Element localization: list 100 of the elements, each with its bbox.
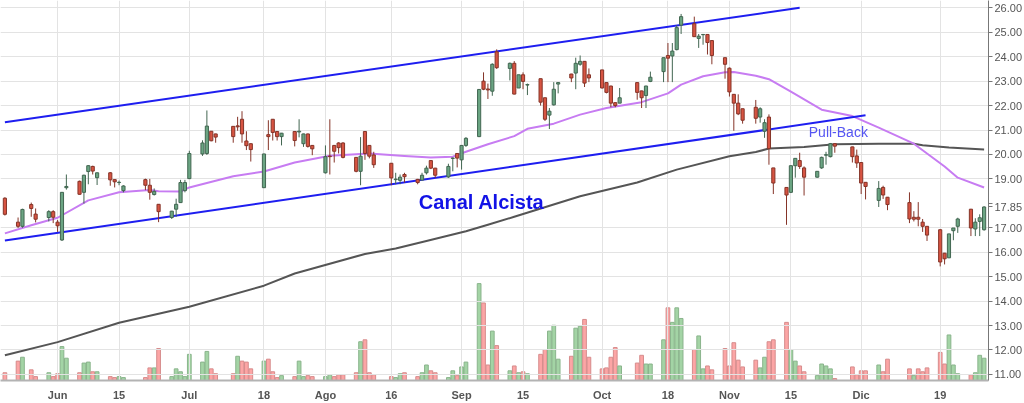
bar [542,348,548,380]
y-tick-label: 23.00 [994,75,1023,88]
bar [28,369,34,380]
candlestick [661,57,666,83]
bar [573,327,579,380]
candlestick [771,167,776,195]
bar [450,370,456,380]
bar [239,360,245,380]
bar [863,370,868,380]
candlestick [64,173,69,191]
bar [582,318,587,380]
y-tick-label: 25.00 [994,26,1023,39]
candlestick [876,180,881,208]
x-tick-label: Jun [47,388,68,401]
candlestick [705,33,710,56]
bar [525,373,530,380]
line-series [3,142,986,357]
candlestick [86,164,91,185]
candlestick [270,118,275,142]
y-tick-label: 11.00 [994,368,1022,381]
y-tick-label: 14.00 [994,295,1023,308]
y-tick-label: 24.00 [994,50,1023,63]
bar [415,376,421,380]
x-tick-label: 18 [661,388,675,401]
bar [428,370,434,380]
bar [551,324,557,380]
candlestick [573,57,578,90]
candlestick [358,136,363,186]
bar [463,361,469,380]
bar [393,377,399,380]
bar [797,365,803,380]
bar [885,358,890,380]
y-tick-label: 22.00 [994,99,1023,112]
y-tick-label: 12.00 [994,343,1023,356]
bar [204,350,210,380]
bar [907,368,912,380]
candlestick [485,83,490,100]
bar [511,365,517,380]
annotation: Pull-Back [808,123,869,140]
candlestick [551,81,556,107]
bar [81,362,87,380]
bar [362,339,368,380]
bar [90,371,96,380]
bar [46,372,52,380]
bar [279,375,284,380]
bar [85,361,91,380]
bar [850,366,855,380]
bar [516,372,522,380]
bar [705,365,710,380]
x-tick-label: 16 [385,388,398,401]
bar [753,359,759,380]
bar [296,360,302,380]
x-tick-label: Dic [852,388,870,401]
x-tick-label: 15 [112,388,126,401]
x-tick-label: Jul [181,388,198,401]
candlestick [248,142,253,163]
bar [292,376,298,380]
bar [112,377,118,380]
x-tick-label: Oct [592,388,612,401]
candlestick [266,119,271,151]
bar [977,354,983,380]
bar [402,372,407,380]
candlestick [946,233,952,259]
candlestick [600,69,605,89]
bar [2,372,8,380]
candlestick [784,186,789,226]
x-tick-label: 15 [784,388,798,401]
line-series [3,71,986,235]
y-tick-label: 21.00 [994,124,1023,137]
candlestick [389,162,394,186]
bar [107,376,113,380]
bar [696,335,702,380]
candlestick [907,191,912,224]
bar [454,375,460,380]
bar [876,364,882,380]
candlestick [156,203,161,223]
candlestick [753,99,758,125]
x-tick-label: 18 [257,388,271,401]
bar [121,377,126,380]
bar [424,364,429,380]
candlestick [507,62,512,81]
bar [156,348,161,380]
bar [766,341,772,380]
x-tick-label: Nov [719,388,741,401]
bar [265,358,271,380]
candlestick [608,85,613,108]
x-tick-label: 15 [516,388,530,401]
candlestick [147,178,152,201]
bar [784,321,789,380]
x-tick-label: Sep [451,388,472,401]
bar [147,367,153,380]
x-tick-label: 19 [934,388,947,401]
y-tick-label: 26.00 [994,1,1023,14]
bar [481,302,486,380]
candlestick [727,66,732,98]
y-tick-label: 16.00 [994,246,1023,259]
bar [643,363,649,380]
y-tick-label: 19.00 [994,172,1023,185]
candlestick [692,16,697,38]
candlestick [323,144,328,175]
